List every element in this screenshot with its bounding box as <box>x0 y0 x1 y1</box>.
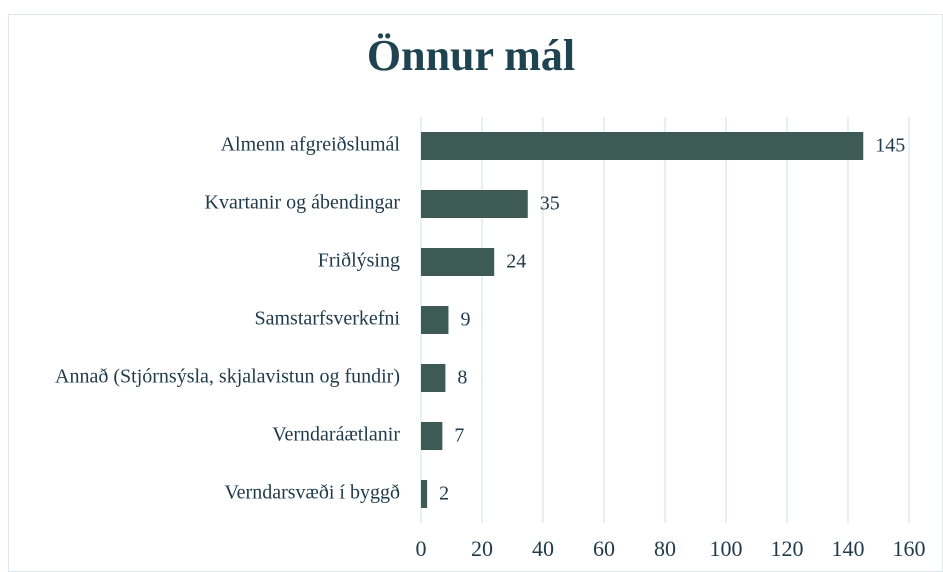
x-tick-label: 160 <box>893 536 926 561</box>
y-tick-label: Verndaráætlanir <box>272 424 400 446</box>
x-tick-label: 100 <box>710 536 743 561</box>
chart-border <box>8 14 943 572</box>
bar <box>421 132 864 160</box>
bar <box>421 248 495 276</box>
x-tick-label: 80 <box>654 536 676 561</box>
data-label: 24 <box>506 251 526 273</box>
y-tick-label: Samstarfsverkefni <box>254 308 400 330</box>
data-label: 145 <box>875 135 905 157</box>
bar <box>421 306 449 334</box>
data-label: 9 <box>460 309 470 331</box>
y-tick-label: Verndarsvæði í byggð <box>224 482 400 504</box>
x-tick-label: 120 <box>771 536 804 561</box>
y-tick-label: Almenn afgreiðslumál <box>221 134 401 156</box>
bar <box>421 364 446 392</box>
data-label: 2 <box>439 483 449 505</box>
y-tick-label: Kvartanir og ábendingar <box>205 192 401 214</box>
x-tick-label: 60 <box>593 536 615 561</box>
y-tick-label: Friðlýsing <box>318 250 400 272</box>
data-label: 8 <box>457 367 467 389</box>
data-label: 35 <box>540 193 560 215</box>
chart-title: Önnur mál <box>367 31 575 80</box>
bar <box>421 480 428 508</box>
bar <box>421 422 443 450</box>
x-tick-label: 0 <box>416 536 427 561</box>
y-tick-label: Annað (Stjórnsýsla, skjalavistun og fund… <box>55 366 400 388</box>
x-tick-label: 40 <box>532 536 554 561</box>
x-tick-label: 140 <box>832 536 865 561</box>
data-label: 7 <box>454 425 464 447</box>
bar <box>421 190 528 218</box>
x-tick-label: 20 <box>471 536 493 561</box>
